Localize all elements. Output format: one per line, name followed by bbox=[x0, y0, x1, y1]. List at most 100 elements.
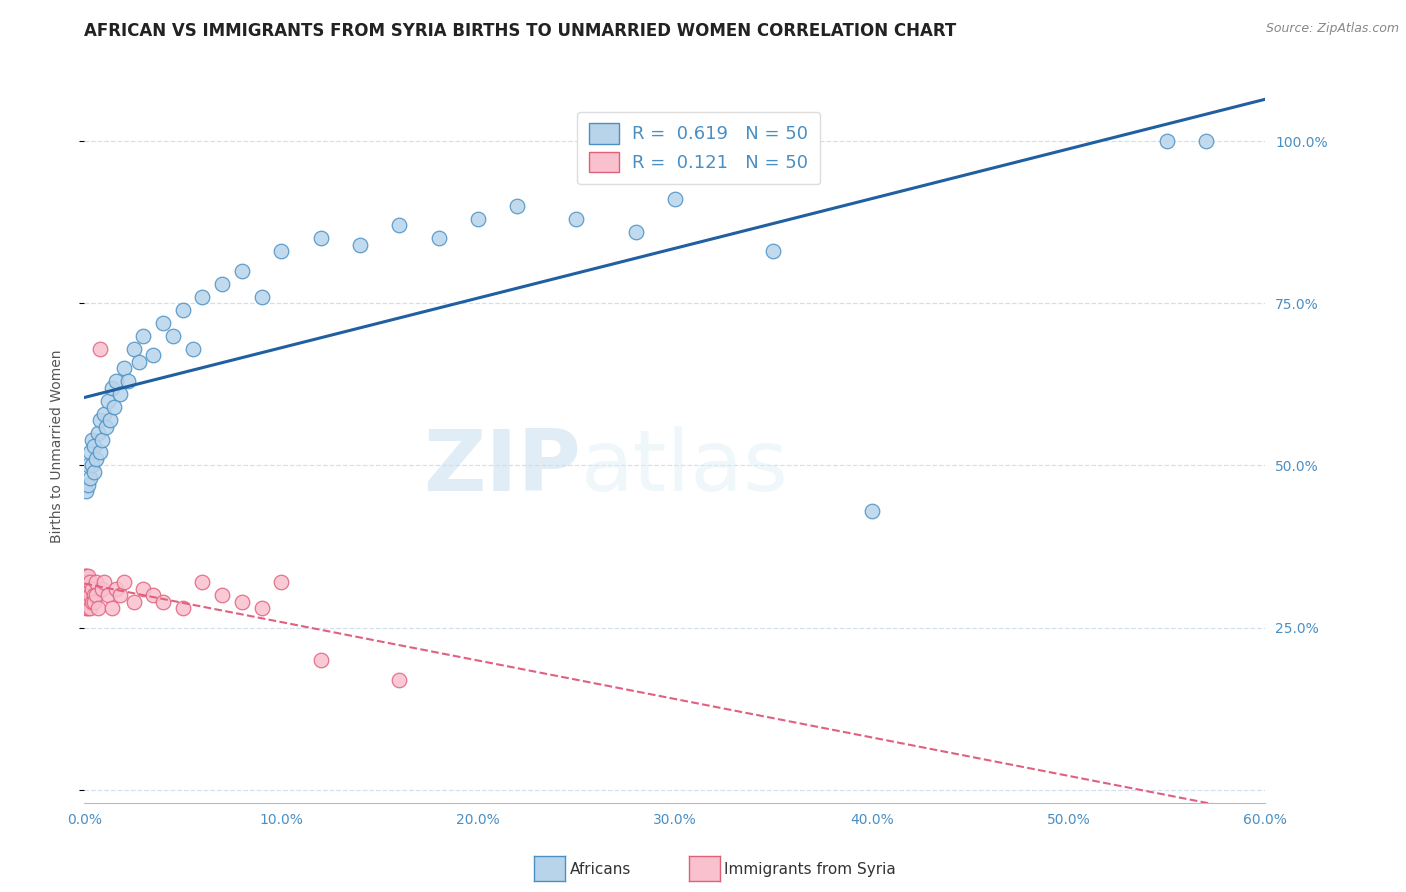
Point bbox=[83, 439, 105, 453]
Point bbox=[128, 354, 150, 368]
Point bbox=[103, 400, 125, 414]
Point bbox=[84, 588, 107, 602]
Point bbox=[91, 582, 114, 596]
Point bbox=[1156, 134, 1178, 148]
Point bbox=[117, 374, 139, 388]
Point bbox=[75, 588, 97, 602]
Point bbox=[427, 231, 450, 245]
Point bbox=[89, 445, 111, 459]
Text: Source: ZipAtlas.com: Source: ZipAtlas.com bbox=[1265, 22, 1399, 36]
Text: Africans: Africans bbox=[569, 863, 631, 877]
Point bbox=[388, 673, 411, 687]
Point bbox=[860, 504, 883, 518]
Point bbox=[87, 425, 110, 440]
Point bbox=[142, 348, 165, 362]
Point bbox=[270, 575, 292, 590]
Point bbox=[84, 452, 107, 467]
Point bbox=[76, 601, 98, 615]
Point bbox=[82, 458, 104, 473]
Point bbox=[231, 264, 253, 278]
Point bbox=[506, 199, 529, 213]
Point bbox=[79, 471, 101, 485]
Point bbox=[349, 238, 371, 252]
Point bbox=[75, 568, 97, 582]
Point bbox=[76, 588, 98, 602]
Point bbox=[97, 393, 120, 408]
Text: Immigrants from Syria: Immigrants from Syria bbox=[724, 863, 896, 877]
Point bbox=[101, 601, 124, 615]
Y-axis label: Births to Unmarried Women: Births to Unmarried Women bbox=[49, 350, 63, 542]
Point bbox=[77, 458, 100, 473]
Point bbox=[211, 588, 233, 602]
Point bbox=[76, 588, 98, 602]
Point bbox=[132, 582, 155, 596]
Point bbox=[77, 595, 100, 609]
Point bbox=[79, 601, 101, 615]
Point bbox=[108, 387, 131, 401]
Point bbox=[77, 478, 100, 492]
Point bbox=[76, 582, 98, 596]
Point bbox=[664, 193, 686, 207]
Point bbox=[75, 582, 97, 596]
Point bbox=[181, 342, 204, 356]
Point bbox=[91, 433, 114, 447]
Point bbox=[211, 277, 233, 291]
Point bbox=[93, 407, 115, 421]
Point bbox=[83, 595, 105, 609]
Point bbox=[122, 595, 145, 609]
Point bbox=[75, 595, 97, 609]
Point bbox=[108, 588, 131, 602]
Point bbox=[77, 568, 100, 582]
Point bbox=[76, 575, 98, 590]
Point bbox=[132, 328, 155, 343]
Point bbox=[112, 575, 135, 590]
Point bbox=[101, 381, 124, 395]
Point bbox=[98, 413, 121, 427]
Point bbox=[89, 342, 111, 356]
Point bbox=[79, 588, 101, 602]
Point bbox=[94, 419, 117, 434]
Point bbox=[152, 316, 174, 330]
Point bbox=[762, 244, 785, 259]
Point bbox=[231, 595, 253, 609]
Point bbox=[172, 302, 194, 317]
Point bbox=[75, 568, 97, 582]
Point bbox=[467, 211, 489, 226]
Point bbox=[84, 575, 107, 590]
Text: ZIP: ZIP bbox=[423, 425, 581, 509]
Point bbox=[83, 588, 105, 602]
Point bbox=[1195, 134, 1218, 148]
Point bbox=[191, 575, 214, 590]
Point bbox=[82, 582, 104, 596]
Point bbox=[83, 465, 105, 479]
Point bbox=[79, 445, 101, 459]
Point bbox=[309, 231, 332, 245]
Point bbox=[624, 225, 647, 239]
Point bbox=[87, 601, 110, 615]
Point bbox=[75, 484, 97, 499]
Point bbox=[82, 433, 104, 447]
Point bbox=[73, 588, 96, 602]
Point bbox=[75, 575, 97, 590]
Point bbox=[104, 374, 127, 388]
Point bbox=[309, 653, 332, 667]
Point bbox=[162, 328, 184, 343]
Point bbox=[388, 219, 411, 233]
Point bbox=[250, 290, 273, 304]
Point bbox=[93, 575, 115, 590]
Point bbox=[142, 588, 165, 602]
Point bbox=[75, 601, 97, 615]
Point bbox=[97, 588, 120, 602]
Point bbox=[172, 601, 194, 615]
Point bbox=[89, 413, 111, 427]
Point bbox=[270, 244, 292, 259]
Point bbox=[565, 211, 588, 226]
Point bbox=[82, 595, 104, 609]
Legend: R =  0.619   N = 50, R =  0.121   N = 50: R = 0.619 N = 50, R = 0.121 N = 50 bbox=[578, 112, 820, 184]
Point bbox=[104, 582, 127, 596]
Point bbox=[73, 575, 96, 590]
Point bbox=[250, 601, 273, 615]
Point bbox=[77, 582, 100, 596]
Point bbox=[77, 582, 100, 596]
Point bbox=[79, 575, 101, 590]
